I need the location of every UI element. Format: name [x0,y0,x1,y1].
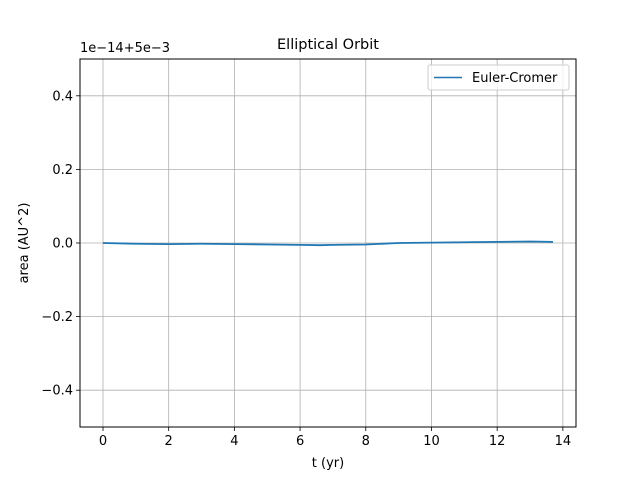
y-tick-label: 0.4 [52,89,73,104]
y-offset-text: 1e−14+5e−3 [80,41,170,56]
y-tick-label: 0.2 [52,163,73,178]
x-tick-label: 12 [489,434,506,449]
legend: Euler-Cromer [427,64,570,91]
x-tick-label: 10 [423,434,440,449]
series-layer [102,240,554,247]
legend-entry-label: Euler-Cromer [472,71,558,86]
grid [80,59,576,427]
y-tick-label: 0.0 [52,237,73,252]
x-tick-label: 0 [99,434,107,449]
x-tick-label: 6 [296,434,304,449]
x-tick-label: 4 [230,434,238,449]
series-line-euler-cromer [102,240,554,247]
y-axis-ticks: −0.4 −0.2 0.0 0.2 0.4 [41,89,80,399]
y-tick-label: −0.4 [41,384,73,399]
y-axis-label: area (AU^2) [17,203,32,284]
x-tick-label: 2 [165,434,173,449]
x-tick-label: 8 [362,434,370,449]
x-axis-ticks: 0 2 4 6 8 10 12 14 [99,427,571,449]
x-axis-label: t (yr) [312,456,344,471]
chart-title: Elliptical Orbit [277,37,379,53]
x-tick-label: 14 [555,434,572,449]
y-tick-label: −0.2 [41,310,73,325]
legend-box [427,64,570,91]
